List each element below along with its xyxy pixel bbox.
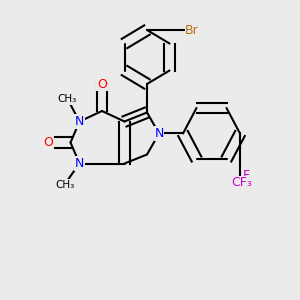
Text: F: F bbox=[242, 169, 250, 182]
Text: N: N bbox=[75, 157, 84, 170]
Text: Br: Br bbox=[185, 23, 199, 37]
Text: N: N bbox=[154, 127, 164, 140]
Text: CH₃: CH₃ bbox=[58, 94, 77, 104]
Text: CH₃: CH₃ bbox=[55, 179, 74, 190]
Text: O: O bbox=[97, 77, 107, 91]
Text: O: O bbox=[43, 136, 53, 149]
Text: F: F bbox=[229, 178, 236, 191]
Text: F: F bbox=[237, 176, 243, 190]
Text: CF₃: CF₃ bbox=[231, 176, 252, 190]
Text: N: N bbox=[75, 115, 84, 128]
